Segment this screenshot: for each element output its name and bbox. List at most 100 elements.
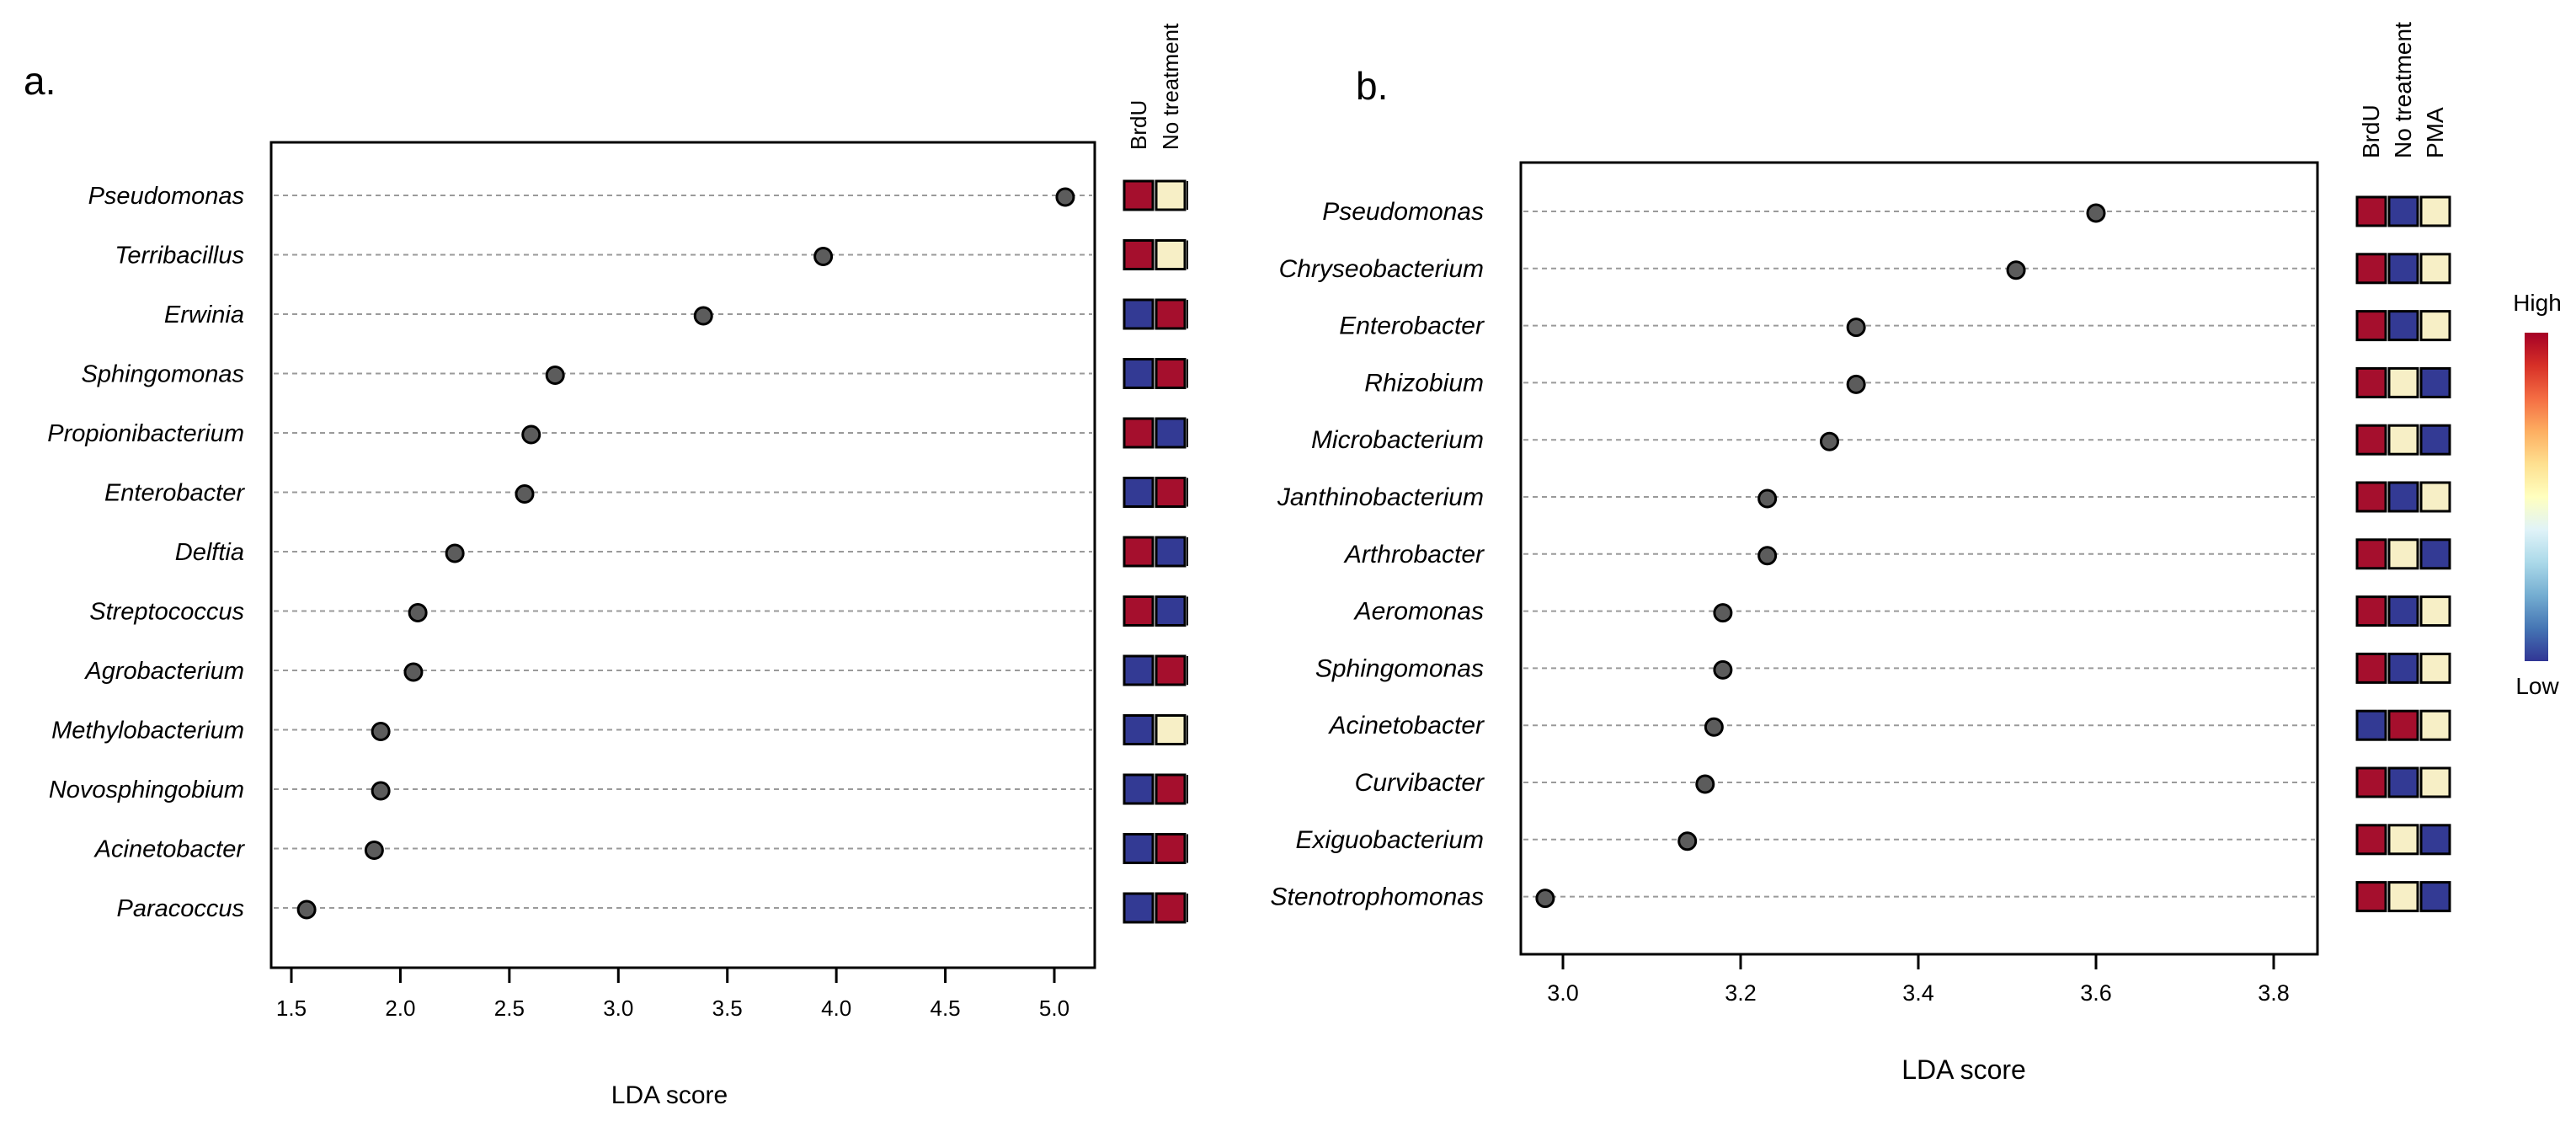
panel-b-label: b. xyxy=(1356,64,1388,108)
data-point xyxy=(296,899,317,920)
x-tick-label: 2.5 xyxy=(494,996,525,1021)
panel-b-heatmap-header: BrdU No treatment PMA xyxy=(2358,22,2448,158)
heatmap-cell xyxy=(2387,824,2419,856)
row-acinetobacter: Acinetobacter xyxy=(1328,712,2315,739)
data-point xyxy=(1846,374,1866,394)
panel-b-plot-frame xyxy=(1519,161,2319,956)
row-delftia: Delftia xyxy=(175,539,1092,566)
heatmap-cell xyxy=(2387,538,2419,570)
data-point xyxy=(2086,203,2106,223)
category-label: Sphingomonas xyxy=(82,361,244,388)
data-point xyxy=(1757,488,1778,509)
category-label: Pseudomonas xyxy=(88,183,244,210)
heatmap-cell xyxy=(2355,538,2387,570)
heatmap-cell xyxy=(2419,253,2451,285)
heatmap-cell xyxy=(2419,652,2451,684)
category-label: Acinetobacter xyxy=(1328,712,1485,739)
panel-a-x-axis-label: LDA score xyxy=(611,1081,728,1109)
data-point xyxy=(1820,431,1839,451)
x-tick-label: 3.4 xyxy=(1902,980,1934,1006)
heatmap-cell xyxy=(2387,709,2419,741)
heatmap-cell xyxy=(1123,892,1155,924)
heatmap-cell xyxy=(2387,595,2419,627)
heatmap-cell xyxy=(2355,709,2387,741)
row-enterobacter: Enterobacter xyxy=(1339,312,2315,340)
heatmap-cell xyxy=(2355,652,2387,684)
heatmap-cell xyxy=(2355,824,2387,856)
row-aeromonas: Aeromonas xyxy=(1353,598,2315,626)
row-microbacterium: Microbacterium xyxy=(1311,426,2315,454)
panel-b-heatmap xyxy=(2355,195,2451,913)
category-label: Novosphingobium xyxy=(49,777,244,803)
heatmap-cell xyxy=(2387,652,2419,684)
heatmap-cell xyxy=(2387,366,2419,398)
heatmap-cell xyxy=(2355,881,2387,913)
data-point xyxy=(1846,318,1866,338)
x-tick-label: 3.0 xyxy=(1547,980,1579,1006)
category-label: Methylobacterium xyxy=(51,718,244,745)
heatmap-cell xyxy=(1123,239,1155,270)
row-agrobacterium: Agrobacterium xyxy=(83,658,1092,685)
heatmap-cell xyxy=(1155,239,1187,270)
heatmap-cell xyxy=(1123,358,1155,389)
x-tick-label: 4.0 xyxy=(821,996,851,1021)
heatmap-cell xyxy=(1155,298,1187,330)
category-label: Sphingomonas xyxy=(1315,654,1484,682)
heatmap-cell xyxy=(1123,833,1155,864)
data-point xyxy=(1704,717,1724,737)
heatmap-cell xyxy=(1155,892,1187,924)
category-label: Streptococcus xyxy=(89,599,244,626)
category-label: Pseudomonas xyxy=(1322,198,1484,226)
data-point xyxy=(1713,603,1733,623)
heatmap-cell xyxy=(2355,424,2387,456)
data-point xyxy=(1713,659,1733,680)
row-curvibacter: Curvibacter xyxy=(1355,769,2315,797)
heatmap-cell xyxy=(2419,481,2451,513)
panel-a-heatmap-header: BrdU No treatment xyxy=(1126,23,1183,150)
category-label: Enterobacter xyxy=(1339,312,1485,340)
category-label: Chryseobacterium xyxy=(1279,255,1484,283)
category-label: Aeromonas xyxy=(1353,598,1484,626)
heatmap-cell xyxy=(1155,536,1187,568)
data-point xyxy=(1535,889,1555,909)
row-pseudomonas: Pseudomonas xyxy=(88,183,1092,210)
panel-b: b. Pseudomonas Chryseobacterium Enterobact… xyxy=(1270,22,2451,1085)
heatmap-cell xyxy=(2419,595,2451,627)
x-tick-label: 3.6 xyxy=(2080,980,2112,1006)
heatmap-cell xyxy=(2419,709,2451,741)
heatmap-cell xyxy=(2387,195,2419,227)
heatmap-cell xyxy=(1155,595,1187,627)
heatmap-cell xyxy=(1123,595,1155,627)
heatmap-cell xyxy=(2387,881,2419,913)
heatmap-column-header: No treatment xyxy=(1158,23,1183,150)
panel-a-heatmap xyxy=(1123,179,1188,924)
panel-b-rows: Pseudomonas Chryseobacterium Enterobacter R… xyxy=(1270,198,2315,911)
category-label: Delftia xyxy=(175,539,244,566)
data-point xyxy=(403,662,424,682)
heatmap-cell xyxy=(2387,424,2419,456)
x-tick-label: 3.0 xyxy=(603,996,633,1021)
heatmap-column-header: PMA xyxy=(2422,107,2448,158)
data-point xyxy=(371,781,391,801)
row-sphingomonas: Sphingomonas xyxy=(82,361,1092,388)
category-label: Curvibacter xyxy=(1355,769,1485,797)
heatmap-cell xyxy=(2419,538,2451,570)
category-label: Propionibacterium xyxy=(47,420,244,447)
legend-color-bar xyxy=(2525,333,2548,661)
data-point xyxy=(521,424,541,445)
x-tick-label: 3.8 xyxy=(2258,980,2290,1006)
row-novosphingobium: Novosphingobium xyxy=(49,777,1092,803)
heatmap-cell xyxy=(1155,417,1187,449)
category-label: Erwinia xyxy=(164,302,244,328)
category-label: Microbacterium xyxy=(1311,426,1484,454)
category-label: Janthinobacterium xyxy=(1277,483,1484,511)
heatmap-cell xyxy=(1123,298,1155,330)
panel-b-x-axis-label: LDA score xyxy=(1901,1054,2026,1085)
data-point xyxy=(1757,546,1778,566)
panel-a-label: a. xyxy=(24,59,56,103)
heatmap-column-header: No treatment xyxy=(2390,22,2416,158)
row-enterobacter: Enterobacter xyxy=(104,480,1092,507)
data-point xyxy=(545,366,565,385)
data-point xyxy=(364,841,384,860)
category-label: Rhizobium xyxy=(1364,369,1484,397)
